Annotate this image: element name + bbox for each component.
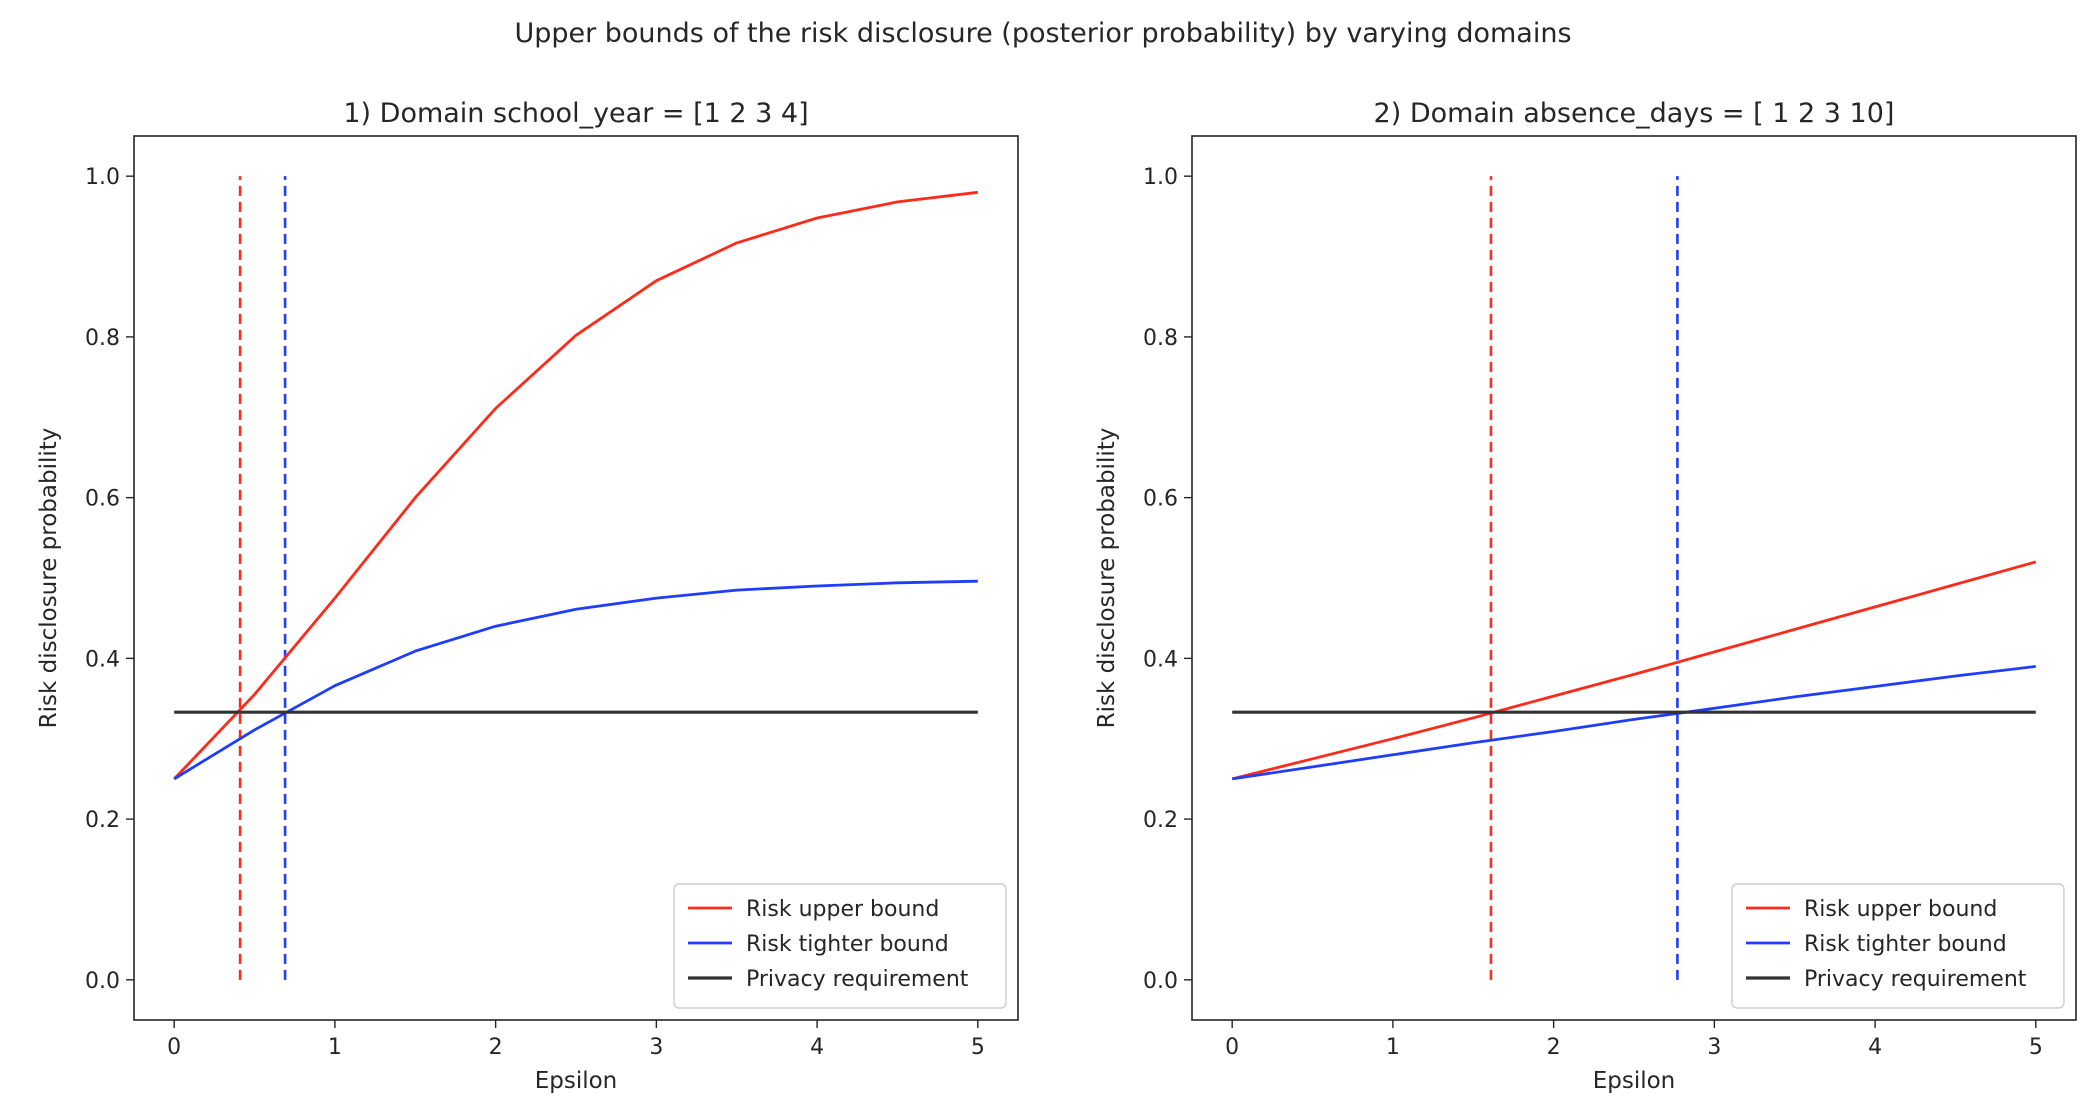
legend-box — [1731, 883, 2065, 1009]
y-tick-label: 0.4 — [1143, 647, 1178, 672]
series-line-risk-tighter-bound — [173, 579, 978, 781]
plot-area — [1231, 176, 2037, 980]
y-tick-label: 0.4 — [85, 647, 120, 672]
plot-frame — [133, 135, 1019, 1021]
legend-label: Risk tighter bound — [1804, 932, 2007, 957]
legend-label: Privacy requirement — [1804, 967, 2027, 992]
plot-area — [173, 176, 978, 980]
y-axis-label: Risk disclosure probability — [36, 428, 62, 729]
x-tick-label: 1 — [328, 1035, 342, 1060]
y-tick-label: 0.0 — [85, 969, 120, 994]
y-tick-label: 0.0 — [1143, 969, 1178, 994]
figure-title: Upper bounds of the risk disclosure (pos… — [514, 18, 1571, 49]
y-tick-label: 0.6 — [1143, 487, 1178, 512]
x-tick-label: 2 — [489, 1035, 503, 1060]
x-tick-label: 3 — [649, 1035, 663, 1060]
x-tick-label: 0 — [167, 1035, 181, 1060]
legend: Risk upper bound Risk tighter bound Privac… — [673, 883, 1007, 1009]
legend-label: Risk upper bound — [746, 897, 939, 922]
y-axis-label: Risk disclosure probability — [1094, 428, 1120, 729]
series-line-risk-upper-bound — [173, 190, 978, 780]
x-tick-label: 3 — [1707, 1035, 1721, 1060]
x-axis-label: Epsilon — [535, 1068, 618, 1094]
plot-frame — [1191, 135, 2077, 1021]
x-tick-label: 5 — [2029, 1035, 2043, 1060]
legend-label: Risk tighter bound — [746, 932, 949, 957]
x-tick-label: 4 — [1868, 1035, 1882, 1060]
y-tick-label: 0.8 — [1143, 326, 1178, 351]
subplot-title: 2) Domain absence_days = [ 1 2 3 10] — [1374, 98, 1895, 129]
series-line-risk-upper-bound — [1231, 560, 2037, 781]
x-tick-label: 5 — [971, 1035, 985, 1060]
legend-box — [673, 883, 1007, 1009]
y-tick-label: 1.0 — [1143, 165, 1178, 190]
x-axis-label: Epsilon — [1593, 1068, 1676, 1094]
y-tick-label: 0.8 — [85, 326, 120, 351]
x-tick-label: 4 — [810, 1035, 824, 1060]
chart-absence-days: 2) Domain absence_days = [ 1 2 3 10] 0 1 2 3… — [1094, 98, 2077, 1094]
y-tick-label: 0.6 — [85, 487, 120, 512]
x-tick-label: 1 — [1386, 1035, 1400, 1060]
legend-label: Privacy requirement — [746, 967, 969, 992]
series-line-risk-tighter-bound — [1231, 665, 2036, 781]
x-tick-label: 2 — [1547, 1035, 1561, 1060]
y-tick-label: 0.2 — [1143, 808, 1178, 833]
y-tick-label: 1.0 — [85, 165, 120, 190]
y-tick-label: 0.2 — [85, 808, 120, 833]
subplot-title: 1) Domain school_year = [1 2 3 4] — [343, 98, 808, 129]
legend-label: Risk upper bound — [1804, 897, 1997, 922]
x-tick-label: 0 — [1225, 1035, 1239, 1060]
chart-school-year: 1) Domain school_year = [1 2 3 4] 0 1 2 3 4 5 0… — [36, 98, 1019, 1094]
legend: Risk upper bound Risk tighter bound Privac… — [1731, 883, 2065, 1009]
